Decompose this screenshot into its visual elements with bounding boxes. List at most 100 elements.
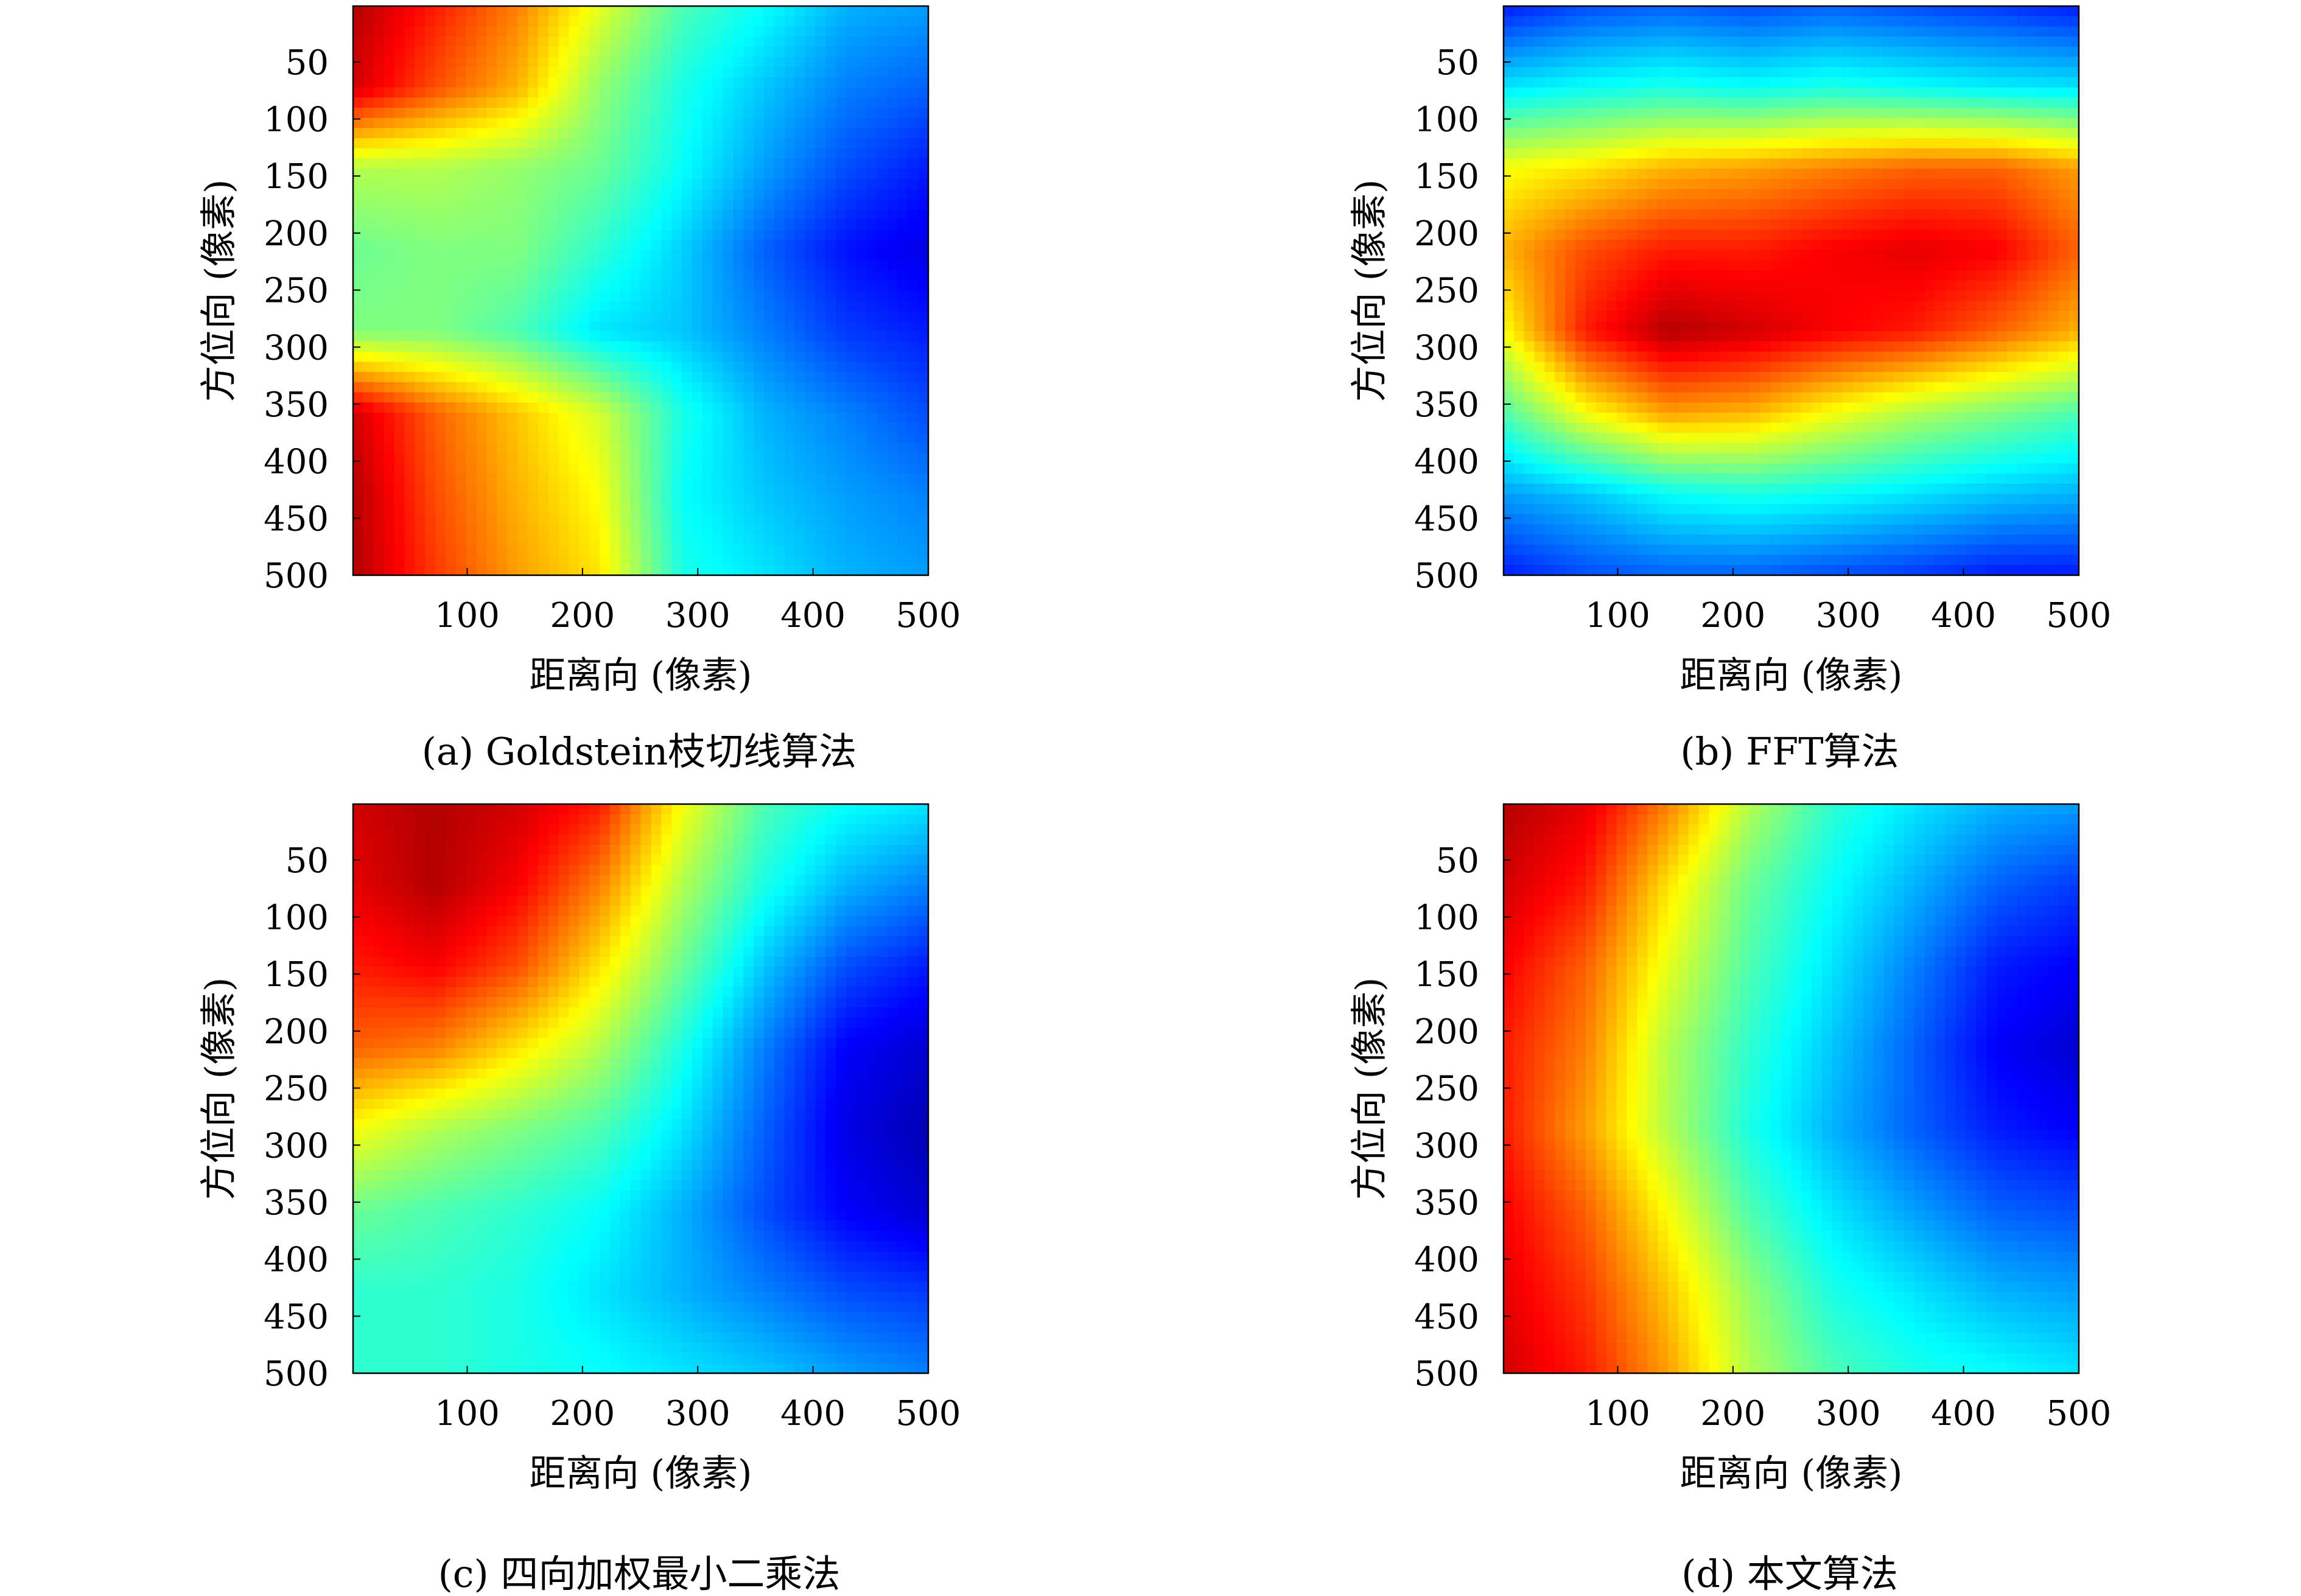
heatmap-cell <box>825 280 836 292</box>
heatmap-cell <box>1606 250 1617 261</box>
heatmap-cell <box>363 209 374 220</box>
heatmap-cell <box>1781 128 1792 139</box>
heatmap-cell <box>1883 290 1894 301</box>
heatmap-cell <box>353 565 364 576</box>
heatmap-cell <box>1719 310 1730 322</box>
heatmap-cell <box>2017 290 2028 301</box>
heatmap-cell <box>805 148 816 159</box>
heatmap-cell <box>856 422 867 433</box>
heatmap-cell <box>1894 270 1905 281</box>
heatmap-cell <box>661 148 672 159</box>
heatmap-cell <box>1924 57 1936 68</box>
heatmap-cell <box>435 128 446 139</box>
heatmap-cell <box>1924 77 1936 88</box>
heatmap-cell <box>661 504 672 515</box>
heatmap-cell <box>363 483 374 495</box>
heatmap-cell <box>558 544 569 556</box>
heatmap-cell <box>815 483 826 495</box>
heatmap-cell <box>1781 310 1792 322</box>
heatmap-cell <box>1709 158 1720 169</box>
heatmap-cell <box>620 46 631 58</box>
heatmap-cell <box>1863 219 1874 230</box>
heatmap-cell <box>1781 46 1792 58</box>
heatmap-cell <box>507 107 518 119</box>
heatmap-cell <box>723 402 734 413</box>
heatmap-cell <box>1647 138 1658 149</box>
heatmap-cell <box>1935 37 1946 47</box>
heatmap-cell <box>1914 77 1925 88</box>
heatmap-cell <box>661 392 672 403</box>
heatmap-cell <box>1924 199 1936 210</box>
heatmap-cell <box>877 351 888 362</box>
heatmap-cell <box>1986 199 1997 210</box>
heatmap-cell <box>1575 107 1586 119</box>
heatmap-cell <box>774 209 785 220</box>
heatmap-cell <box>1668 67 1679 78</box>
heatmap-cell <box>897 57 908 68</box>
heatmap-cell <box>609 67 621 78</box>
heatmap-cell <box>527 565 539 576</box>
heatmap-cell <box>589 260 600 271</box>
heatmap-cell <box>836 209 847 220</box>
heatmap-cell <box>754 382 765 393</box>
heatmap-cell <box>1698 189 1710 200</box>
heatmap-cell <box>743 392 754 403</box>
heatmap-cell <box>836 453 847 464</box>
heatmap-cell <box>373 443 385 454</box>
heatmap-cell <box>2037 97 2048 108</box>
heatmap-cell <box>1668 321 1679 332</box>
heatmap-cell <box>1658 37 1669 47</box>
heatmap-cell <box>825 250 836 261</box>
heatmap-cell <box>445 199 457 210</box>
heatmap-cell <box>507 46 518 58</box>
heatmap-cell <box>353 280 364 292</box>
heatmap-cell <box>815 290 826 301</box>
heatmap-cell <box>435 555 446 565</box>
heatmap-cell <box>435 483 446 495</box>
heatmap-cell <box>784 402 796 413</box>
heatmap-cell <box>363 301 374 312</box>
heatmap-cell <box>517 463 528 474</box>
heatmap-cell <box>1637 97 1648 108</box>
heatmap-cell <box>754 483 765 495</box>
heatmap-cell <box>671 443 682 454</box>
heatmap-cell <box>569 57 580 68</box>
heatmap-cell <box>538 87 549 98</box>
heatmap-cell <box>723 382 734 393</box>
heatmap-cell <box>805 290 816 301</box>
heatmap-cell <box>558 382 569 393</box>
heatmap-cell <box>527 26 539 37</box>
heatmap-cell <box>548 240 559 251</box>
heatmap-cell <box>507 37 518 47</box>
heatmap-cell <box>630 422 642 433</box>
heatmap-cell <box>1729 107 1740 119</box>
heatmap-cell <box>1894 138 1905 149</box>
heatmap-cell <box>640 412 651 424</box>
heatmap-cell <box>466 474 477 485</box>
heatmap-cell <box>1565 107 1576 119</box>
heatmap-cell <box>363 138 374 149</box>
heatmap-cell <box>692 219 703 230</box>
heatmap-cell <box>1586 229 1597 240</box>
heatmap-cell <box>600 534 611 545</box>
heatmap-cell <box>620 117 631 128</box>
heatmap-cell <box>394 565 405 576</box>
heatmap-cell <box>723 138 734 149</box>
heatmap-cell <box>1740 158 1751 169</box>
heatmap-cell <box>1852 178 1864 190</box>
heatmap-cell <box>1606 219 1617 230</box>
heatmap-cell <box>363 97 374 108</box>
heatmap-cell <box>1986 240 1997 251</box>
heatmap-cell <box>805 97 816 108</box>
heatmap-cell <box>918 219 929 230</box>
heatmap-cell <box>1863 57 1874 68</box>
heatmap-cell <box>1801 321 1812 332</box>
heatmap-cell <box>1791 26 1802 37</box>
heatmap-cell <box>353 87 364 98</box>
heatmap-cell <box>1894 260 1905 271</box>
heatmap-cell <box>918 362 929 373</box>
heatmap-cell <box>671 37 682 47</box>
heatmap-cell <box>548 402 559 413</box>
heatmap-cell <box>383 474 395 485</box>
heatmap-cell <box>435 219 446 230</box>
